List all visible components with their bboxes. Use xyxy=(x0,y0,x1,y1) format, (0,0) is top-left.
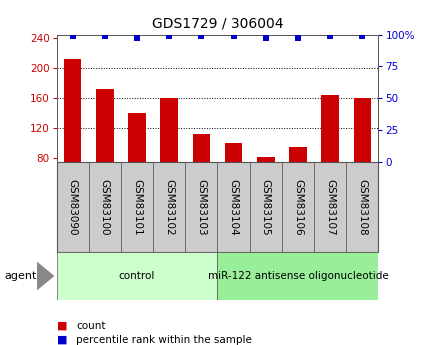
Text: GSM83100: GSM83100 xyxy=(100,179,109,235)
Point xyxy=(133,36,140,41)
Text: GSM83101: GSM83101 xyxy=(132,179,141,235)
Bar xyxy=(281,162,313,252)
Point xyxy=(358,33,365,39)
Bar xyxy=(353,98,370,218)
Bar xyxy=(217,162,249,252)
Bar xyxy=(185,162,217,252)
Bar xyxy=(56,162,89,252)
Text: miR-122 antisense oligonucleotide: miR-122 antisense oligonucleotide xyxy=(207,271,388,281)
Text: GSM83090: GSM83090 xyxy=(68,179,77,235)
Point xyxy=(326,33,333,39)
Point xyxy=(101,33,108,39)
Text: GSM83105: GSM83105 xyxy=(260,179,270,235)
Point xyxy=(165,33,172,39)
Bar xyxy=(345,162,378,252)
Bar xyxy=(289,147,306,218)
Bar xyxy=(153,162,185,252)
Text: GSM83107: GSM83107 xyxy=(325,179,334,235)
Text: control: control xyxy=(118,271,155,281)
Point xyxy=(69,33,76,39)
Bar xyxy=(313,162,345,252)
Point xyxy=(230,33,237,39)
Text: ■: ■ xyxy=(56,321,67,331)
Bar xyxy=(96,89,113,218)
Text: count: count xyxy=(76,321,105,331)
Bar xyxy=(64,59,81,218)
Text: GSM83106: GSM83106 xyxy=(293,179,302,235)
Bar xyxy=(56,252,217,300)
Point xyxy=(262,36,269,41)
Bar xyxy=(256,157,274,218)
Bar xyxy=(224,144,242,218)
Bar xyxy=(160,98,178,218)
Point xyxy=(197,33,204,39)
Title: GDS1729 / 306004: GDS1729 / 306004 xyxy=(151,17,283,31)
Text: GSM83104: GSM83104 xyxy=(228,179,238,235)
Text: percentile rank within the sample: percentile rank within the sample xyxy=(76,335,251,345)
Bar xyxy=(121,162,153,252)
Polygon shape xyxy=(37,262,54,290)
Bar xyxy=(128,114,145,218)
Text: GSM83103: GSM83103 xyxy=(196,179,206,235)
Bar xyxy=(89,162,121,252)
Point xyxy=(294,36,301,41)
Text: agent: agent xyxy=(4,271,36,281)
Text: GSM83108: GSM83108 xyxy=(357,179,366,235)
Text: GSM83102: GSM83102 xyxy=(164,179,174,235)
Bar xyxy=(217,252,378,300)
Text: ■: ■ xyxy=(56,335,67,345)
Bar xyxy=(192,134,210,218)
Bar xyxy=(321,95,338,218)
Bar xyxy=(249,162,281,252)
